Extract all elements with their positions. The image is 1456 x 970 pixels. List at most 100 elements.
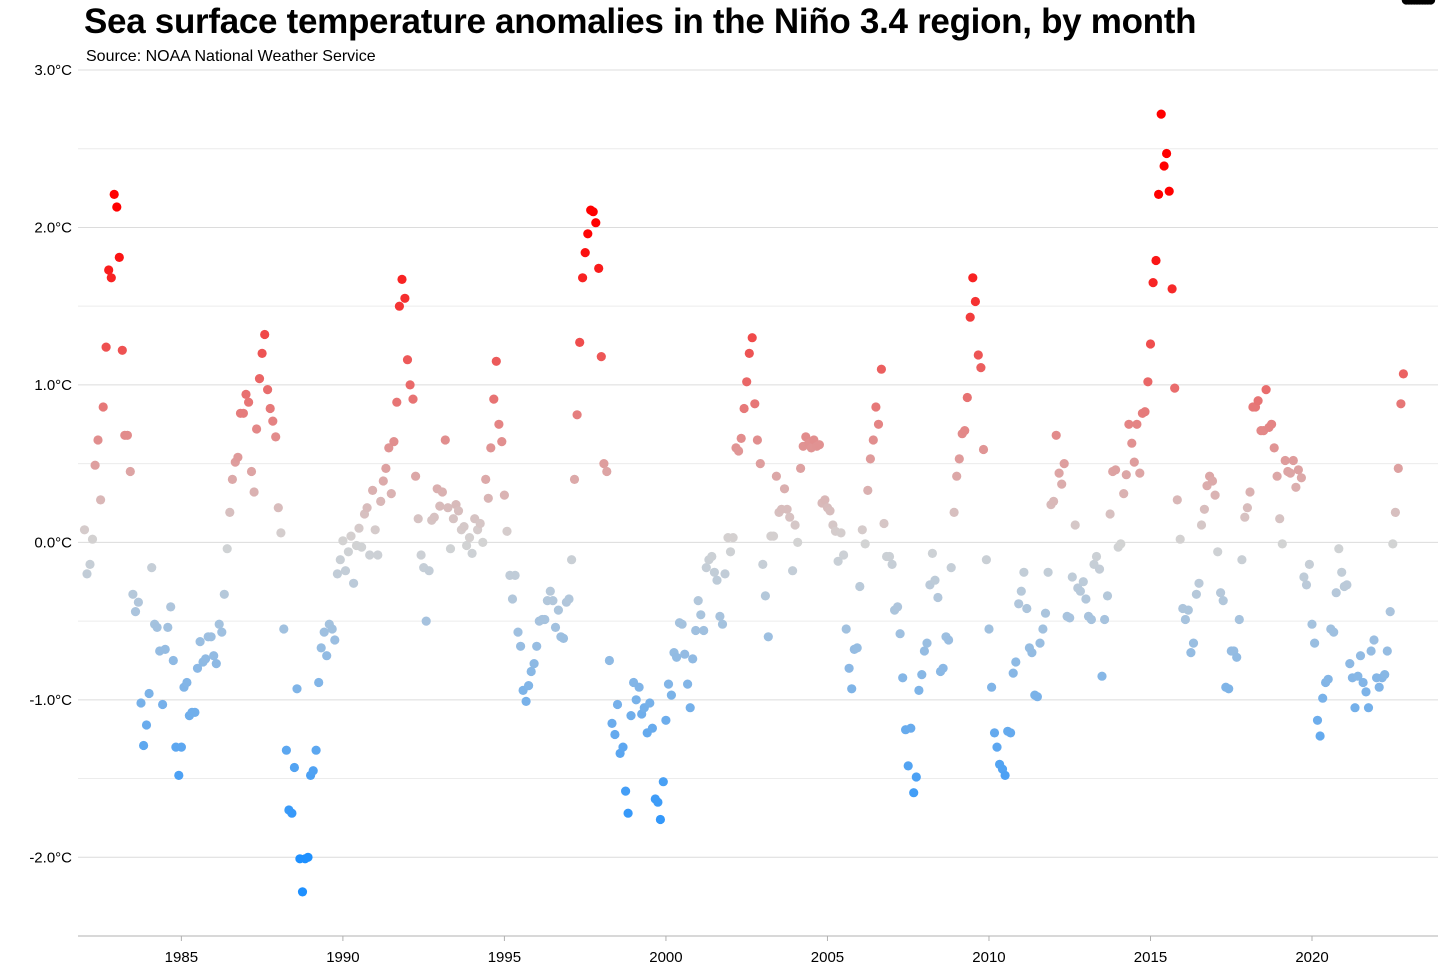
data-point bbox=[1127, 438, 1137, 448]
data-point bbox=[763, 632, 773, 642]
data-point bbox=[683, 679, 693, 689]
data-point bbox=[699, 625, 709, 636]
y-tick-label: 2.0°C bbox=[34, 219, 72, 236]
data-point bbox=[836, 528, 846, 538]
data-point bbox=[701, 563, 711, 573]
data-point bbox=[1293, 465, 1303, 475]
data-point bbox=[497, 437, 507, 447]
data-point bbox=[1151, 255, 1161, 266]
data-point bbox=[467, 548, 477, 559]
data-point bbox=[906, 723, 916, 733]
data-point bbox=[373, 550, 383, 560]
data-point bbox=[254, 374, 265, 384]
data-point bbox=[265, 403, 275, 414]
data-point bbox=[927, 548, 938, 559]
data-point bbox=[1213, 547, 1223, 557]
data-point bbox=[550, 622, 561, 633]
data-point bbox=[771, 471, 782, 481]
data-point bbox=[319, 627, 329, 637]
data-point bbox=[335, 555, 345, 565]
data-point bbox=[685, 703, 695, 713]
gridlines bbox=[78, 69, 1438, 937]
data-point bbox=[1148, 278, 1158, 288]
data-point bbox=[394, 301, 404, 311]
data-point bbox=[895, 629, 905, 639]
data-point bbox=[1350, 703, 1360, 713]
data-point bbox=[429, 512, 439, 522]
data-point bbox=[720, 569, 730, 579]
data-point bbox=[82, 569, 92, 579]
data-point bbox=[973, 350, 983, 360]
data-point bbox=[354, 523, 364, 533]
data-point bbox=[147, 563, 157, 573]
data-point bbox=[1275, 514, 1285, 524]
data-point bbox=[316, 643, 326, 653]
data-point bbox=[158, 699, 168, 710]
data-point bbox=[855, 581, 865, 592]
data-point bbox=[1196, 520, 1207, 530]
x-axis: 1985 1990 1995 2000 2005 2010 2015 2020 bbox=[78, 935, 1438, 966]
data-point bbox=[227, 474, 237, 484]
data-point bbox=[464, 533, 475, 543]
data-point bbox=[1100, 614, 1110, 625]
data-point bbox=[1140, 407, 1150, 417]
x-tick-label: 2005 bbox=[811, 949, 844, 966]
data-point bbox=[365, 550, 375, 560]
data-point bbox=[860, 539, 870, 549]
data-point bbox=[712, 575, 722, 585]
data-point bbox=[440, 435, 450, 445]
data-point bbox=[273, 503, 283, 513]
data-point bbox=[1342, 580, 1352, 590]
data-point bbox=[340, 566, 351, 576]
data-point bbox=[911, 772, 921, 782]
data-point bbox=[1366, 646, 1376, 656]
data-point bbox=[459, 522, 469, 532]
data-point bbox=[717, 619, 728, 629]
data-point bbox=[330, 635, 340, 645]
data-point bbox=[545, 586, 555, 596]
data-point bbox=[760, 591, 771, 601]
data-point bbox=[691, 625, 701, 636]
data-point bbox=[521, 696, 531, 707]
data-point bbox=[122, 430, 132, 440]
x-tick-label: 2010 bbox=[972, 949, 1005, 966]
data-point bbox=[93, 435, 103, 445]
data-point bbox=[1070, 520, 1080, 530]
data-point bbox=[1035, 638, 1045, 648]
data-point bbox=[263, 385, 273, 395]
data-point bbox=[308, 766, 318, 776]
data-point bbox=[1051, 430, 1061, 440]
data-point bbox=[768, 531, 779, 541]
data-point bbox=[655, 814, 666, 825]
data-point bbox=[176, 742, 186, 752]
data-point bbox=[1388, 539, 1398, 549]
data-point bbox=[558, 633, 569, 644]
data-point bbox=[166, 602, 176, 612]
data-point bbox=[893, 602, 903, 612]
data-point bbox=[1337, 567, 1347, 577]
data-point bbox=[163, 622, 173, 633]
data-point bbox=[141, 720, 152, 730]
data-point bbox=[1396, 399, 1406, 409]
data-point bbox=[249, 487, 259, 497]
data-point bbox=[1307, 619, 1317, 629]
data-point bbox=[246, 466, 257, 477]
data-point bbox=[190, 707, 200, 718]
data-point bbox=[744, 348, 754, 358]
data-point bbox=[314, 677, 324, 688]
data-point bbox=[281, 745, 291, 755]
data-point bbox=[1049, 496, 1059, 506]
data-point bbox=[1296, 473, 1306, 483]
data-point bbox=[962, 392, 972, 403]
data-point bbox=[1363, 703, 1374, 713]
data-point bbox=[1188, 638, 1199, 648]
data-point bbox=[152, 622, 162, 633]
data-point bbox=[1145, 339, 1156, 349]
data-point bbox=[548, 596, 558, 606]
data-point bbox=[98, 402, 108, 412]
data-point bbox=[136, 698, 146, 708]
data-point bbox=[736, 433, 746, 443]
data-point bbox=[397, 274, 407, 284]
data-point bbox=[376, 496, 386, 506]
data-point bbox=[524, 681, 534, 691]
